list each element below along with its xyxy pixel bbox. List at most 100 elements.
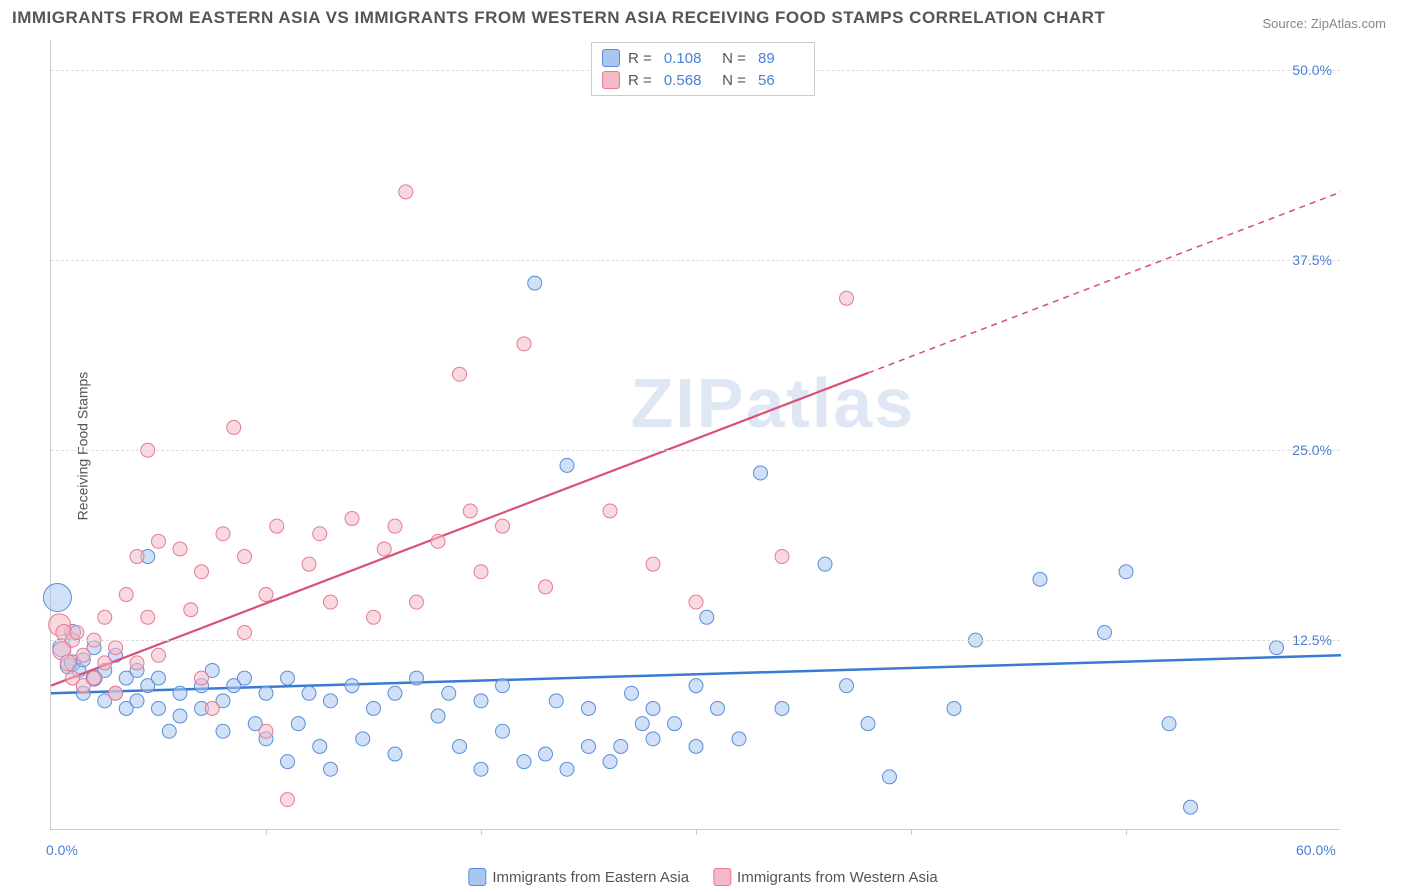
- data-point-eastern: [43, 584, 71, 612]
- data-point-western: [517, 337, 531, 351]
- data-point-eastern: [345, 679, 359, 693]
- data-point-eastern: [689, 679, 703, 693]
- data-point-eastern: [711, 701, 725, 715]
- data-point-eastern: [582, 739, 596, 753]
- legend-label: Immigrants from Western Asia: [737, 869, 938, 886]
- data-point-western: [281, 793, 295, 807]
- data-point-western: [453, 367, 467, 381]
- data-point-western: [313, 527, 327, 541]
- data-point-eastern: [668, 717, 682, 731]
- data-point-eastern: [302, 686, 316, 700]
- y-tick-label: 50.0%: [1292, 62, 1332, 78]
- data-point-eastern: [281, 671, 295, 685]
- plot-area: ZIPatlas 12.5%25.0%37.5%50.0%: [50, 40, 1340, 830]
- data-point-eastern: [496, 724, 510, 738]
- data-point-eastern: [517, 755, 531, 769]
- data-point-western: [474, 565, 488, 579]
- data-point-western: [377, 542, 391, 556]
- scatter-chart: [51, 40, 1340, 829]
- stat-n-label: N =: [718, 72, 750, 89]
- x-tick: [696, 829, 697, 835]
- x-tick: [1126, 829, 1127, 835]
- data-point-western: [119, 588, 133, 602]
- data-point-eastern: [560, 762, 574, 776]
- gridline: [51, 450, 1340, 451]
- data-point-eastern: [388, 686, 402, 700]
- stat-r-label: R =: [628, 50, 656, 67]
- data-point-western: [205, 701, 219, 715]
- data-point-western: [388, 519, 402, 533]
- gridline: [51, 260, 1340, 261]
- swatch-eastern: [602, 49, 620, 67]
- data-point-western: [87, 671, 101, 685]
- data-point-western: [141, 610, 155, 624]
- data-point-eastern: [947, 701, 961, 715]
- data-point-western: [98, 656, 112, 670]
- source-label: Source: ZipAtlas.com: [1262, 16, 1386, 31]
- y-tick-label: 25.0%: [1292, 442, 1332, 458]
- data-point-western: [302, 557, 316, 571]
- data-point-western: [98, 610, 112, 624]
- data-point-eastern: [635, 717, 649, 731]
- series-legend: Immigrants from Eastern Asia Immigrants f…: [468, 868, 937, 886]
- data-point-eastern: [162, 724, 176, 738]
- data-point-western: [603, 504, 617, 518]
- data-point-western: [259, 588, 273, 602]
- data-point-eastern: [528, 276, 542, 290]
- x-tick: [266, 829, 267, 835]
- data-point-western: [216, 527, 230, 541]
- stat-n-value: 89: [758, 50, 804, 67]
- trend-line-western: [51, 373, 868, 686]
- data-point-eastern: [560, 458, 574, 472]
- data-point-western: [345, 512, 359, 526]
- data-point-eastern: [700, 610, 714, 624]
- y-tick-label: 37.5%: [1292, 252, 1332, 268]
- stat-n-label: N =: [718, 50, 750, 67]
- data-point-western: [463, 504, 477, 518]
- stat-n-value: 56: [758, 72, 804, 89]
- data-point-eastern: [281, 755, 295, 769]
- data-point-eastern: [861, 717, 875, 731]
- data-point-western: [775, 550, 789, 564]
- data-point-eastern: [259, 686, 273, 700]
- x-axis-max-label: 60.0%: [1296, 842, 1336, 858]
- data-point-western: [184, 603, 198, 617]
- x-axis-min-label: 0.0%: [46, 842, 78, 858]
- data-point-eastern: [603, 755, 617, 769]
- data-point-eastern: [549, 694, 563, 708]
- data-point-eastern: [388, 747, 402, 761]
- data-point-eastern: [732, 732, 746, 746]
- data-point-eastern: [818, 557, 832, 571]
- data-point-eastern: [324, 694, 338, 708]
- data-point-eastern: [1270, 641, 1284, 655]
- data-point-eastern: [646, 701, 660, 715]
- data-point-western: [431, 534, 445, 548]
- data-point-eastern: [840, 679, 854, 693]
- stats-legend-box: R = 0.108 N = 89R = 0.568 N = 56: [591, 42, 815, 96]
- data-point-eastern: [689, 739, 703, 753]
- data-point-eastern: [646, 732, 660, 746]
- data-point-western: [238, 626, 252, 640]
- data-point-eastern: [1098, 626, 1112, 640]
- data-point-eastern: [625, 686, 639, 700]
- data-point-eastern: [883, 770, 897, 784]
- data-point-eastern: [1119, 565, 1133, 579]
- data-point-western: [238, 550, 252, 564]
- legend-label: Immigrants from Eastern Asia: [492, 869, 689, 886]
- data-point-western: [539, 580, 553, 594]
- data-point-western: [173, 542, 187, 556]
- data-point-eastern: [238, 671, 252, 685]
- legend-swatch: [468, 868, 486, 886]
- data-point-eastern: [539, 747, 553, 761]
- data-point-eastern: [474, 762, 488, 776]
- legend-item: Immigrants from Western Asia: [713, 868, 938, 886]
- data-point-western: [130, 550, 144, 564]
- x-tick: [911, 829, 912, 835]
- data-point-eastern: [1184, 800, 1198, 814]
- data-point-western: [259, 724, 273, 738]
- data-point-eastern: [324, 762, 338, 776]
- data-point-western: [109, 686, 123, 700]
- chart-title: IMMIGRANTS FROM EASTERN ASIA VS IMMIGRAN…: [12, 8, 1105, 28]
- data-point-western: [270, 519, 284, 533]
- legend-swatch: [713, 868, 731, 886]
